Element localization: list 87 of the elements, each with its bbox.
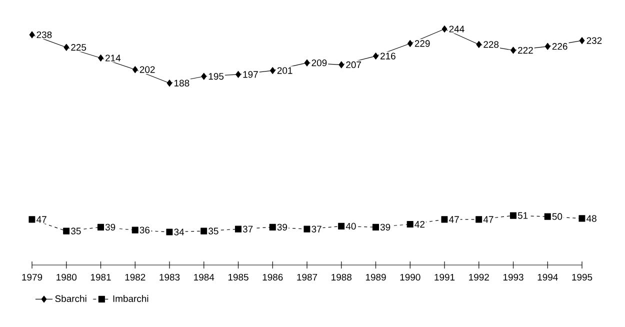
point — [544, 213, 551, 220]
data-label: 197 — [243, 71, 258, 78]
data-label: 39 — [277, 224, 288, 231]
point — [407, 40, 413, 47]
point — [166, 228, 173, 236]
x-tick-label: 1988 — [332, 274, 352, 281]
data-label: 188 — [174, 80, 190, 86]
data-label: 39 — [105, 224, 116, 231]
data-label: 48 — [586, 215, 596, 222]
x-tick-label: 1983 — [160, 274, 180, 281]
x-tick-label: 1991 — [434, 274, 455, 281]
data-label: 35 — [208, 228, 218, 234]
point — [579, 37, 585, 44]
point — [98, 54, 104, 62]
point — [28, 216, 36, 223]
data-label: 229 — [414, 40, 430, 47]
x-tick-label: 1995 — [572, 274, 592, 281]
data-label: 39 — [380, 224, 390, 231]
data-label: 37 — [242, 226, 253, 232]
point — [476, 216, 482, 223]
x-tick-label: 1994 — [538, 274, 558, 281]
legend-label: Imbarchi — [113, 295, 148, 302]
x-tick-label: 1992 — [469, 274, 489, 281]
point — [64, 44, 70, 51]
point — [29, 31, 35, 38]
data-label: 50 — [552, 213, 562, 220]
point — [269, 224, 276, 230]
x-tick-label: 1984 — [194, 274, 214, 281]
data-label: 222 — [518, 46, 533, 54]
point — [510, 46, 516, 54]
data-label: 47 — [36, 216, 46, 223]
data-label: 42 — [414, 220, 424, 228]
point — [270, 67, 276, 74]
data-label: 228 — [484, 41, 499, 48]
data-label: 40 — [346, 222, 356, 230]
point — [338, 222, 345, 230]
point — [97, 224, 104, 230]
point — [406, 220, 414, 228]
x-tick-label: 1989 — [366, 274, 386, 281]
x-tick-label: 1993 — [503, 274, 524, 281]
point — [544, 42, 550, 50]
data-label: 209 — [312, 59, 327, 66]
data-label: 202 — [140, 66, 155, 73]
point — [510, 212, 517, 219]
data-label: 244 — [449, 26, 464, 32]
data-label: 195 — [208, 73, 224, 80]
data-label: 34 — [174, 228, 184, 236]
data-label: 226 — [552, 43, 568, 50]
x-tick-label: 1981 — [90, 274, 111, 281]
point — [441, 216, 448, 223]
data-label: 216 — [380, 52, 396, 60]
data-label: 207 — [346, 61, 362, 68]
x-tick-label: 1987 — [297, 274, 318, 281]
point — [476, 40, 482, 48]
data-label: 51 — [518, 212, 528, 219]
point — [372, 224, 380, 230]
data-label: 232 — [586, 37, 602, 44]
x-tick-label: 1990 — [400, 274, 420, 281]
data-label: 35 — [71, 228, 81, 234]
point — [338, 61, 344, 68]
data-label: 47 — [483, 216, 494, 223]
point — [201, 72, 207, 80]
point — [578, 215, 586, 222]
point — [132, 66, 138, 74]
data-label: 238 — [36, 31, 52, 38]
point — [304, 59, 310, 66]
point — [132, 226, 138, 234]
point — [373, 52, 378, 60]
x-tick-label: 1985 — [228, 274, 248, 281]
data-label: 47 — [449, 216, 459, 223]
point — [234, 226, 242, 232]
data-label: 225 — [71, 44, 86, 51]
data-label: 37 — [312, 226, 322, 232]
x-tick-label: 1986 — [262, 274, 283, 281]
point — [442, 26, 448, 32]
point — [304, 226, 310, 232]
x-tick-label: 1980 — [56, 274, 77, 281]
point — [200, 228, 208, 234]
point — [236, 70, 241, 78]
legend-label: Sbarchi — [55, 295, 86, 302]
data-label: 36 — [140, 226, 150, 234]
x-tick-label: 1982 — [125, 274, 146, 281]
data-label: 201 — [277, 67, 292, 74]
point — [63, 228, 70, 234]
data-label: 214 — [106, 54, 121, 62]
point — [166, 80, 172, 87]
x-tick-label: 1979 — [22, 274, 42, 281]
